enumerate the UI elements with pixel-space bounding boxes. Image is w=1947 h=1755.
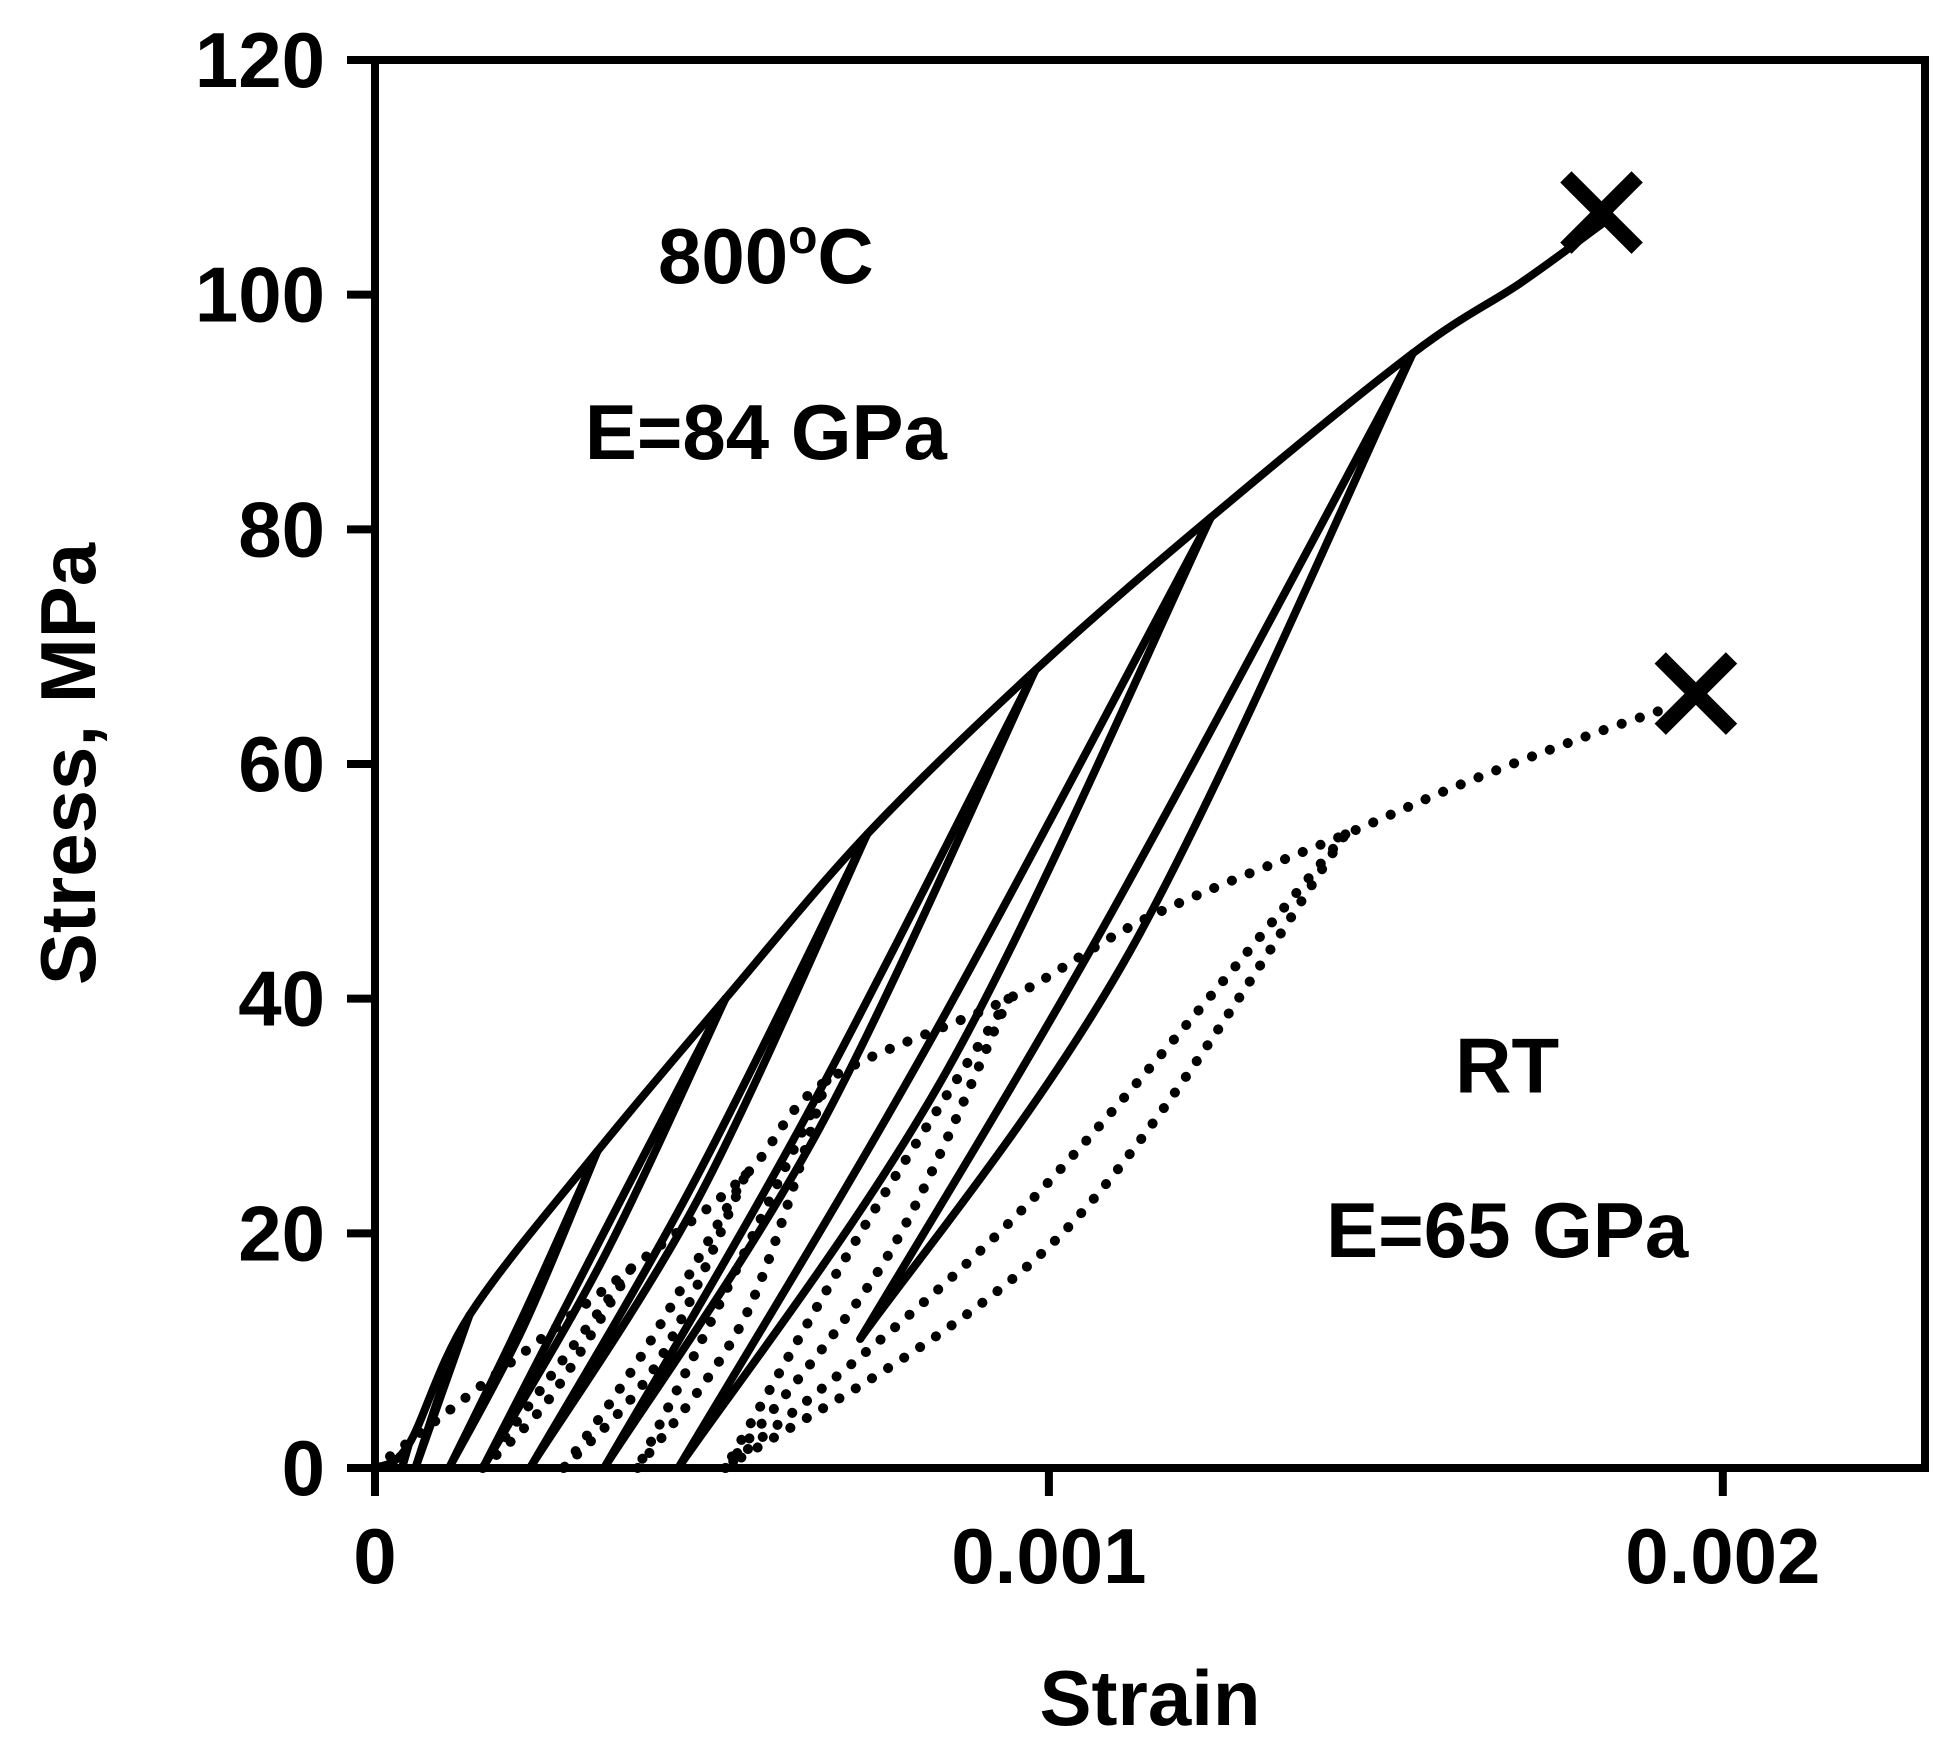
y-tick-label: 0	[282, 1424, 325, 1512]
unload-line	[674, 513, 1215, 1472]
reload-line	[856, 349, 1417, 1343]
x-axis-title: Strain	[1039, 1654, 1260, 1742]
envelope-line	[371, 220, 1606, 1472]
x-axis: 0 0.001 0.002	[353, 1468, 1820, 1600]
y-tick-label: 80	[238, 485, 325, 573]
x-tick-label: 0.001	[951, 1512, 1146, 1600]
y-axis: 0 20 40 60 80 100 120	[195, 16, 375, 1512]
reload-line	[632, 1075, 832, 1473]
annotations: 800oC E=84 GPa RT E=65 GPa	[585, 211, 1689, 1274]
series-800c	[371, 171, 1643, 1472]
reload-line	[720, 829, 1351, 1473]
reload-line	[411, 1311, 474, 1472]
annotation-label: E=65 GPa	[1326, 1186, 1689, 1274]
envelope-line	[370, 700, 1681, 1473]
unload-line	[720, 993, 1014, 1473]
reload-line	[720, 993, 1014, 1473]
unload-line	[558, 1169, 751, 1473]
annotation-label: 800oC	[658, 211, 874, 300]
y-tick-label: 20	[238, 1189, 325, 1277]
y-tick-label: 40	[238, 955, 325, 1043]
reload-line	[558, 1169, 751, 1473]
y-axis-title: Stress, MPa	[24, 542, 112, 985]
y-tick-label: 120	[195, 16, 325, 104]
annotation-label: E=84 GPa	[585, 388, 948, 476]
series-rt	[370, 652, 1738, 1473]
reload-line	[478, 994, 730, 1472]
annotation-label: RT	[1455, 1022, 1559, 1110]
unload-line	[720, 829, 1351, 1473]
failure-marker	[1560, 171, 1643, 254]
reload-line	[526, 830, 871, 1472]
reload-line	[600, 666, 1040, 1472]
failure-marker	[1654, 652, 1738, 735]
unload-line	[856, 349, 1417, 1343]
y-tick-label: 100	[195, 251, 325, 339]
series-layer	[370, 171, 1738, 1473]
unload-line	[526, 830, 871, 1472]
reload-line	[445, 1147, 602, 1472]
unload-line	[632, 1075, 832, 1473]
y-tick-label: 60	[238, 720, 325, 808]
x-tick-label: 0	[353, 1512, 396, 1600]
reload-line	[674, 513, 1215, 1472]
x-tick-label: 0.002	[1625, 1512, 1820, 1600]
